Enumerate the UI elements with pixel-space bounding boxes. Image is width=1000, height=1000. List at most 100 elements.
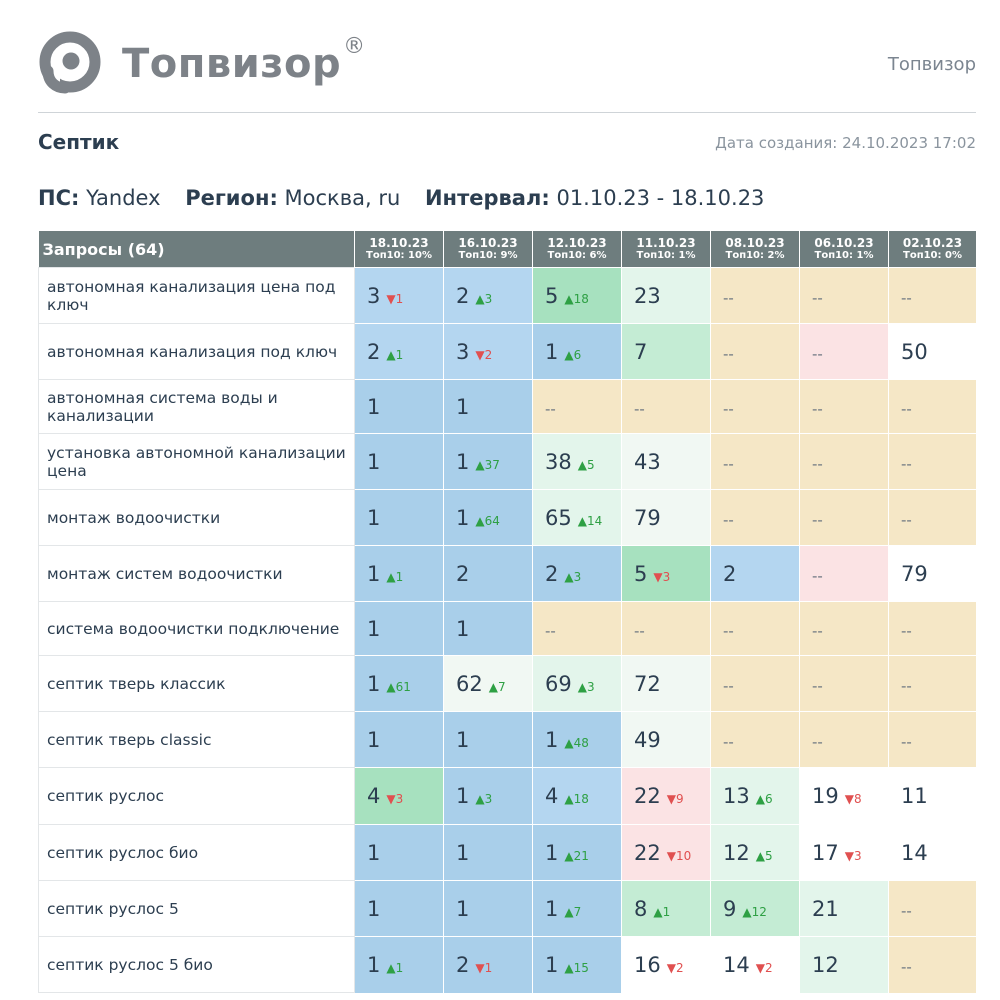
query-cell[interactable]: система водоочистки подключение xyxy=(38,601,355,656)
position-value: 3 xyxy=(367,283,381,308)
position-cell: 4 ▼3 xyxy=(354,767,444,825)
query-cell[interactable]: монтаж водоочистки xyxy=(38,489,355,546)
position-value: -- xyxy=(812,399,823,418)
table-row: установка автономной канализации цена 1 1 ▲… xyxy=(38,433,977,490)
position-value: 65 xyxy=(545,505,572,530)
position-rise-delta: ▲7 xyxy=(564,904,582,919)
position-value: 4 xyxy=(367,784,381,808)
position-value: 7 xyxy=(634,339,648,364)
position-cell: 1 ▲21 xyxy=(532,824,622,881)
position-rise-delta: ▲64 xyxy=(475,513,500,528)
position-rise-delta: ▲37 xyxy=(475,457,500,472)
position-rise-delta: ▲1 xyxy=(653,904,671,919)
table-row: система водоочистки подключение 1 1 -- -- -- -… xyxy=(38,601,977,656)
position-rise-delta: ▲18 xyxy=(564,792,589,806)
position-rise-delta: ▲12 xyxy=(742,904,767,919)
position-rise-delta: ▲48 xyxy=(564,735,589,750)
position-cell: 2 ▲3 xyxy=(532,545,622,602)
position-value: 1 xyxy=(545,896,559,921)
top10-share: Топ10: 10% xyxy=(366,249,432,261)
position-value: 1 xyxy=(545,727,559,752)
position-cell: -- xyxy=(888,379,977,434)
date-column-header[interactable]: 11.10.23 Топ10: 1% xyxy=(621,231,711,268)
report-params: ПС: Yandex Регион: Москва, ru Интервал: … xyxy=(38,186,764,210)
date-label: 12.10.23 xyxy=(547,235,607,250)
report-title: Септик xyxy=(38,130,120,154)
position-value: 1 xyxy=(456,784,470,808)
position-value: 9 xyxy=(723,896,737,921)
table-row: автономная канализация под ключ 2 ▲1 3 ▼2 1 ▲6… xyxy=(38,323,977,380)
table-row: автономная канализация цена под ключ 3 ▼1 2… xyxy=(38,267,977,324)
query-cell[interactable]: автономная канализация под ключ xyxy=(38,323,355,380)
position-value: -- xyxy=(723,676,734,695)
position-value: 14 xyxy=(901,840,928,865)
position-value: -- xyxy=(901,288,912,307)
position-rise-delta: ▲15 xyxy=(564,960,589,975)
query-cell[interactable]: септик руслос 5 био xyxy=(38,936,355,993)
position-cell: -- xyxy=(888,936,977,993)
date-column-header[interactable]: 16.10.23 Топ10: 9% xyxy=(443,231,533,268)
table-row: септик тверь classic 1 1 1 ▲48 49 -- -- -- xyxy=(38,711,977,768)
position-value: -- xyxy=(901,621,912,640)
position-cell: 79 xyxy=(621,489,711,546)
query-cell[interactable]: установка автономной канализации цена xyxy=(38,433,355,490)
ps-label: ПС: xyxy=(38,186,80,210)
position-value: 13 xyxy=(723,784,750,808)
query-cell[interactable]: септик руслос xyxy=(38,767,355,825)
position-value: -- xyxy=(545,399,556,418)
position-cell: 1 xyxy=(443,824,533,881)
position-value: 11 xyxy=(901,784,928,808)
position-cell: 19 ▼8 xyxy=(799,767,889,825)
position-cell: 22 ▼10 xyxy=(621,824,711,881)
query-cell[interactable]: автономная система воды и канализации xyxy=(38,379,355,434)
date-column-header[interactable]: 06.10.23 Топ10: 1% xyxy=(799,231,889,268)
position-drop-delta: ▼2 xyxy=(755,960,773,975)
position-value: 5 xyxy=(545,283,559,308)
query-cell[interactable]: септик тверь classic xyxy=(38,711,355,768)
position-cell: -- xyxy=(888,433,977,490)
query-cell[interactable]: септик руслос био xyxy=(38,824,355,881)
topvisor-logo-icon xyxy=(39,31,101,94)
top10-share: Топ10: 1% xyxy=(636,249,696,261)
position-cell: -- xyxy=(888,655,977,712)
position-value: 1 xyxy=(545,840,559,865)
date-column-header[interactable]: 08.10.23 Топ10: 2% xyxy=(710,231,800,268)
query-cell[interactable]: монтаж систем водоочистки xyxy=(38,545,355,602)
query-cell[interactable]: автономная канализация цена под ключ xyxy=(38,267,355,324)
position-cell: -- xyxy=(710,711,800,768)
position-drop-delta: ▼3 xyxy=(386,792,404,806)
position-value: 1 xyxy=(367,561,381,586)
position-cell: 3 ▼2 xyxy=(443,323,533,380)
queries-column-header[interactable]: Запросы (64) xyxy=(38,231,355,268)
position-cell: -- xyxy=(710,379,800,434)
position-value: 50 xyxy=(901,339,928,364)
position-drop-delta: ▼1 xyxy=(386,291,404,306)
position-value: 19 xyxy=(812,784,839,808)
position-value: 1 xyxy=(367,616,381,641)
interval-label: Интервал: xyxy=(424,186,550,210)
date-column-header[interactable]: 12.10.23 Топ10: 6% xyxy=(532,231,622,268)
query-cell[interactable]: септик тверь классик xyxy=(38,655,355,712)
position-drop-delta: ▼8 xyxy=(844,792,862,806)
top10-share: Топ10: 0% xyxy=(903,249,962,261)
table-row: септик руслос 4 ▼3 1 ▲3 4 ▲18 22 ▼9 13 ▲6 19 ▼8 11 xyxy=(38,767,977,825)
position-value: 4 xyxy=(545,784,559,808)
position-rise-delta: ▲3 xyxy=(475,291,493,306)
position-value: 12 xyxy=(812,952,839,977)
position-cell: 11 xyxy=(888,767,977,825)
position-rise-delta: ▲18 xyxy=(564,291,589,306)
date-column-header[interactable]: 02.10.23 Топ10: 0% xyxy=(888,231,977,268)
position-cell: 2 ▲1 xyxy=(354,323,444,380)
position-rise-delta: ▲1 xyxy=(386,347,404,362)
position-cell: 1 ▲1 xyxy=(354,545,444,602)
position-cell: -- xyxy=(888,711,977,768)
brand-link[interactable]: Топвизор xyxy=(887,54,976,75)
brand-logo[interactable]: Топвизор ® xyxy=(38,30,365,94)
top10-share: Топ10: 2% xyxy=(725,249,785,261)
date-column-header[interactable]: 18.10.23 Топ10: 10% xyxy=(354,231,444,268)
position-cell: -- xyxy=(888,267,977,324)
position-value: -- xyxy=(723,510,734,529)
position-cell: 1 ▲6 xyxy=(532,323,622,380)
position-cell: 16 ▼2 xyxy=(621,936,711,993)
query-cell[interactable]: септик руслос 5 xyxy=(38,880,355,937)
